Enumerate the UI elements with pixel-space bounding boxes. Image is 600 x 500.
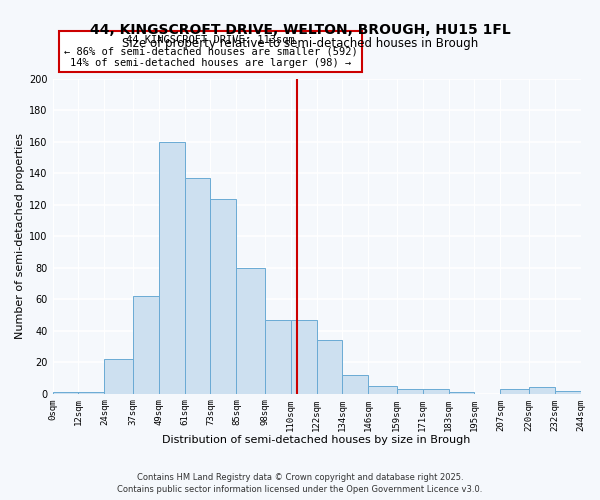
Bar [79, 392, 104, 394]
Bar [529, 388, 554, 394]
Bar [343, 375, 368, 394]
Text: 44 KINGSCROFT DRIVE: 113sqm
← 86% of semi-detached houses are smaller (592)
14% : 44 KINGSCROFT DRIVE: 113sqm ← 86% of sem… [64, 35, 358, 68]
Bar [368, 386, 397, 394]
Bar [158, 142, 185, 394]
Bar [104, 359, 133, 394]
X-axis label: Distribution of semi-detached houses by size in Brough: Distribution of semi-detached houses by … [163, 435, 471, 445]
Bar [265, 320, 290, 394]
Bar [185, 178, 211, 394]
Bar [397, 389, 422, 394]
Text: Contains HM Land Registry data © Crown copyright and database right 2025.: Contains HM Land Registry data © Crown c… [137, 472, 463, 482]
Y-axis label: Number of semi-detached properties: Number of semi-detached properties [15, 134, 25, 340]
Bar [236, 268, 265, 394]
Bar [449, 392, 475, 394]
Bar [211, 198, 236, 394]
Text: 44, KINGSCROFT DRIVE, WELTON, BROUGH, HU15 1FL: 44, KINGSCROFT DRIVE, WELTON, BROUGH, HU… [89, 22, 511, 36]
Bar [290, 320, 317, 394]
Text: Size of property relative to semi-detached houses in Brough: Size of property relative to semi-detach… [122, 38, 478, 51]
Text: Contains public sector information licensed under the Open Government Licence v3: Contains public sector information licen… [118, 485, 482, 494]
Bar [500, 389, 529, 394]
Bar [133, 296, 158, 394]
Bar [422, 389, 449, 394]
Bar [53, 392, 79, 394]
Bar [317, 340, 343, 394]
Bar [554, 390, 581, 394]
